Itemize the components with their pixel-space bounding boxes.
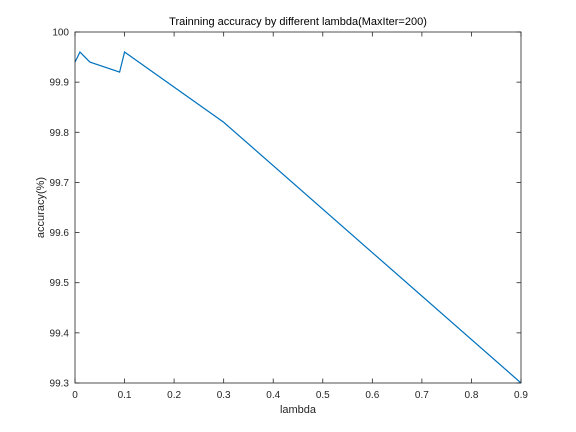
x-tick-label: 0.9 [514,390,528,401]
y-tick-label: 100 [52,28,69,39]
x-tick-label: 0.3 [217,390,231,401]
y-tick-label: 99.6 [50,228,70,239]
x-tick-labels: 0 0.1 0.2 0.3 0.4 0.5 0.6 0.7 0.8 0.9 [72,390,528,401]
x-tick-label: 0 [72,390,78,401]
y-tick-label: 99.8 [50,128,70,139]
y-tick-label: 99.5 [50,278,70,289]
chart-title: Trainning accuracy by different lambda(M… [169,16,427,28]
y-axis-label: accuracy(%) [35,177,47,238]
series-line [74,51,522,384]
x-axis-label: lambda [280,404,317,416]
y-tick-label: 99.7 [50,178,70,189]
ticks-layer [74,31,522,384]
x-tick-label: 0.8 [464,390,478,401]
axes-box [74,31,522,384]
x-tick-label: 0.6 [365,390,379,401]
y-tick-label: 99.3 [50,379,70,390]
x-tick-label: 0.4 [266,390,280,401]
y-tick-labels: 99.3 99.4 99.5 99.6 99.7 99.8 99.9 100 [50,28,70,390]
x-tick-label: 0.1 [118,390,132,401]
x-tick-label: 0.2 [167,390,181,401]
x-tick-label: 0.5 [316,390,330,401]
x-tick-label: 0.7 [415,390,429,401]
plot-area [75,32,521,383]
y-tick-label: 99.9 [50,78,70,89]
y-tick-label: 99.4 [50,328,70,339]
